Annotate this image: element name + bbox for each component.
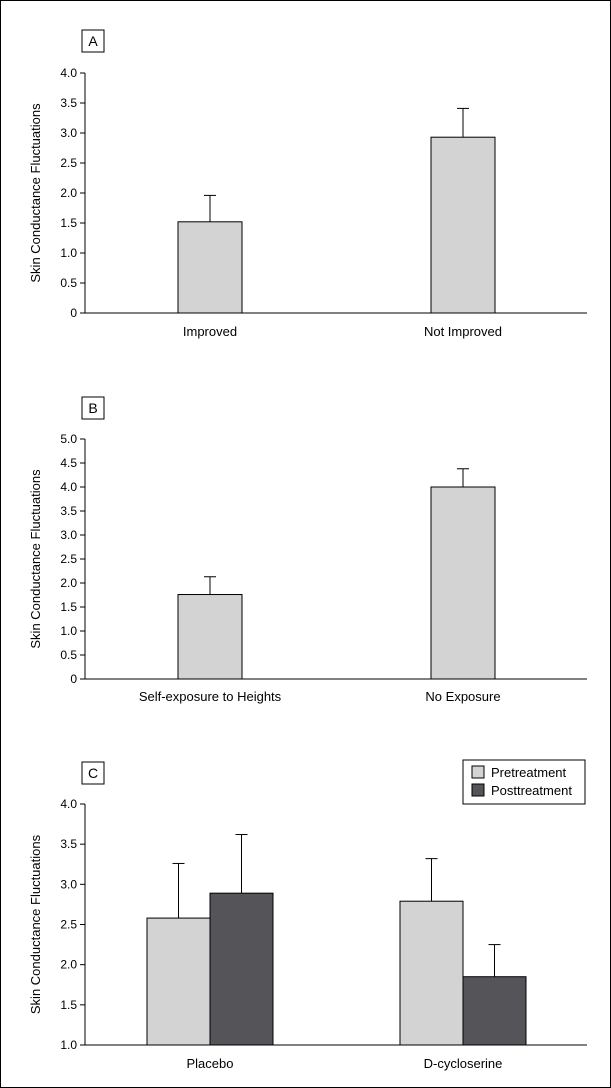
y-tick-label: 4.0 [60, 797, 77, 811]
x-category-label: Improved [183, 324, 237, 339]
y-tick-label: 5.0 [60, 432, 77, 446]
y-tick-label: 3.5 [60, 96, 77, 110]
y-tick-label: 0.5 [60, 648, 77, 662]
x-category-label: Placebo [187, 1056, 234, 1071]
legend-swatch [471, 765, 485, 779]
x-category-label: No Exposure [425, 689, 500, 704]
y-tick-label: 1.5 [60, 998, 77, 1012]
y-axis-label: Skin Conductance Fluctuations [28, 469, 43, 649]
x-category-label: Self-exposure to Heights [139, 689, 282, 704]
bar [177, 221, 243, 314]
panel-label-box [81, 761, 105, 785]
y-tick-label: 2.0 [60, 186, 77, 200]
y-tick-label: 1.0 [60, 624, 77, 638]
panel-label: A [88, 33, 98, 49]
bar [430, 136, 496, 314]
y-tick-label: 2.0 [60, 958, 77, 972]
y-axis-label: Skin Conductance Fluctuations [28, 103, 43, 283]
panel-label-box [81, 396, 105, 420]
y-tick-label: 2.5 [60, 552, 77, 566]
x-category-label: Not Improved [424, 324, 502, 339]
y-tick-label: 4.0 [60, 480, 77, 494]
panel-label: C [88, 765, 98, 781]
legend-swatch [471, 783, 485, 797]
y-tick-label: 0 [70, 672, 77, 686]
panel-label: B [88, 400, 97, 416]
bar [146, 917, 211, 1046]
y-tick-label: 1.0 [60, 246, 77, 260]
x-category-label: D-cycloserine [424, 1056, 503, 1071]
y-tick-label: 3.5 [60, 504, 77, 518]
y-tick-label: 3.0 [60, 877, 77, 891]
legend-entry: Posttreatment [491, 783, 572, 798]
y-tick-label: 3.0 [60, 126, 77, 140]
y-tick-label: 0 [70, 306, 77, 320]
y-axis-label: Skin Conductance Fluctuations [28, 834, 43, 1014]
legend-entry: Pretreatment [491, 765, 567, 780]
bar [399, 900, 464, 1046]
bar [177, 594, 243, 680]
y-tick-label: 2.5 [60, 156, 77, 170]
y-tick-label: 1.5 [60, 216, 77, 230]
y-tick-label: 2.5 [60, 918, 77, 932]
y-tick-label: 3.0 [60, 528, 77, 542]
y-tick-label: 1.0 [60, 1038, 77, 1052]
y-tick-label: 2.0 [60, 576, 77, 590]
y-tick-label: 4.5 [60, 456, 77, 470]
bar [430, 486, 496, 680]
y-tick-label: 3.5 [60, 837, 77, 851]
y-tick-label: 4.0 [60, 66, 77, 80]
y-tick-label: 0.5 [60, 276, 77, 290]
y-tick-label: 1.5 [60, 600, 77, 614]
bar [209, 892, 274, 1046]
bar [462, 976, 527, 1046]
panel-label-box [81, 29, 105, 53]
